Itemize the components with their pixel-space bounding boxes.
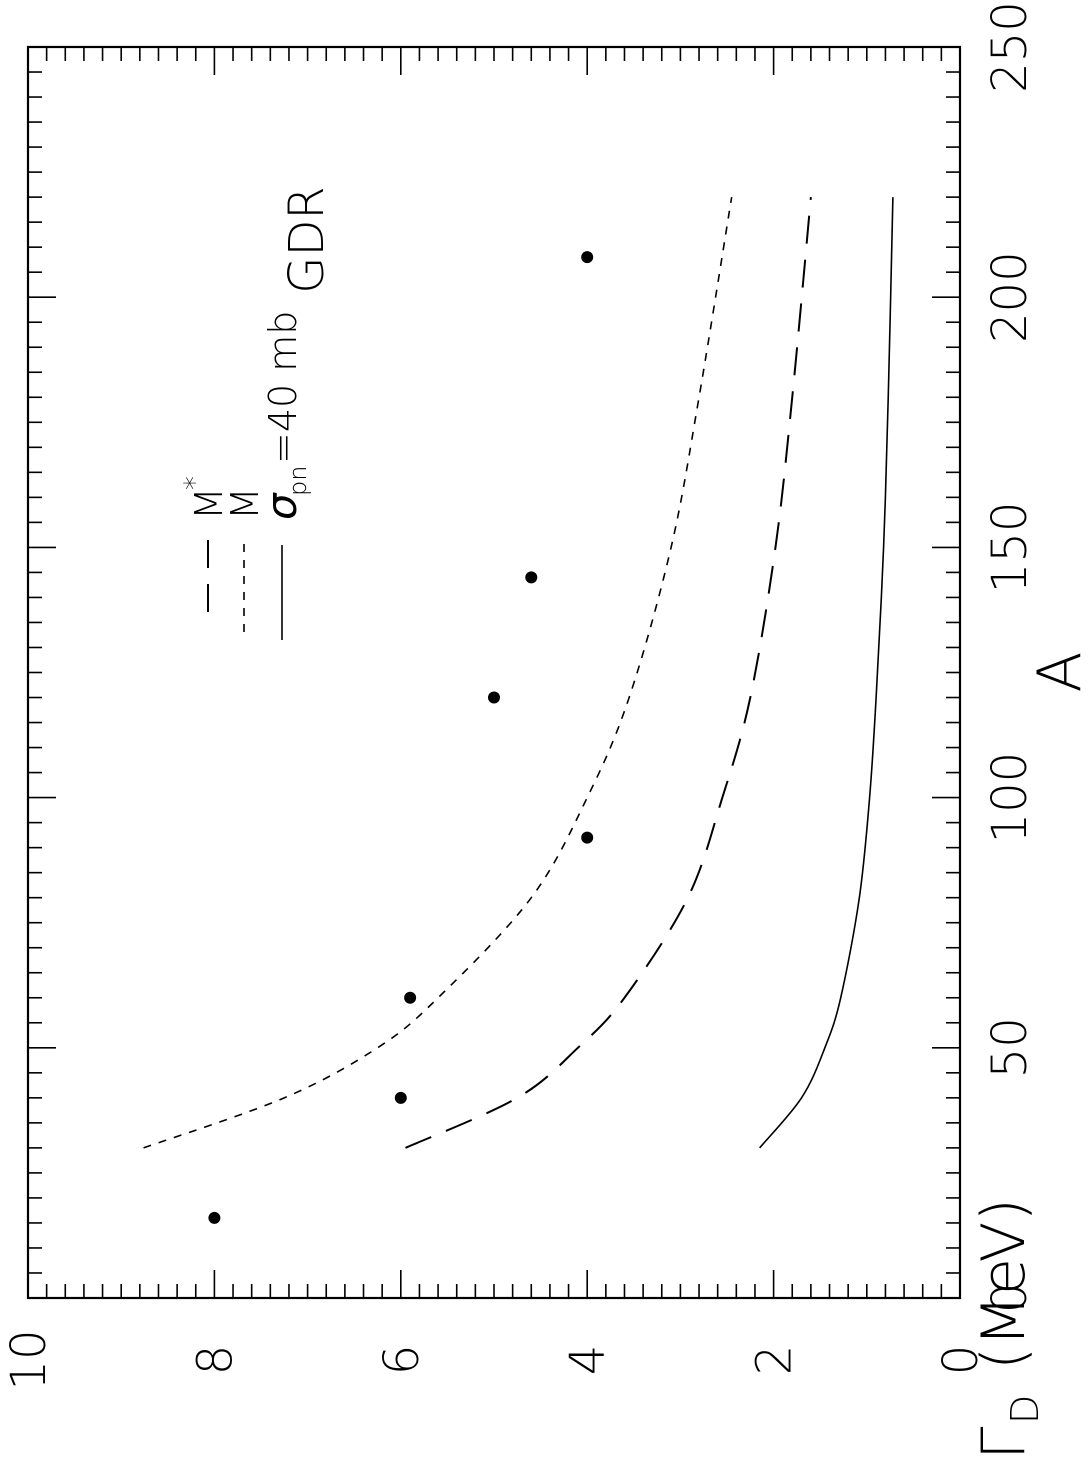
legend-suffix-sigma: =40 mb xyxy=(261,311,305,464)
x-tick-label: 200 xyxy=(982,251,1038,343)
legend-sup-mstar: * xyxy=(178,476,211,490)
y-tick-label: 0 xyxy=(933,1345,989,1376)
y-tick-label: 4 xyxy=(560,1345,616,1376)
y-axis-unit: (MeV) xyxy=(969,1198,1039,1370)
data-point xyxy=(525,571,538,584)
legend-label-sigma: σ xyxy=(257,492,306,520)
x-tick-label: 50 xyxy=(982,1017,1038,1078)
legend-label-mstar: M xyxy=(187,487,231,520)
tick-labels: 0 50 100 150 200 250 0 2 4 6 8 10 xyxy=(1,1,1038,1390)
x-tick-label: 150 xyxy=(982,502,1038,594)
legend-entry-sigma: σ pn =40 mb xyxy=(257,311,312,520)
curve-long-dashed xyxy=(405,197,812,1149)
data-point xyxy=(404,991,417,1004)
data-point xyxy=(581,251,594,264)
model-curves xyxy=(143,196,894,1149)
legend: M * M σ pn =40 mb xyxy=(178,311,312,640)
legend-sub-sigma: pn xyxy=(284,466,312,496)
y-tick-label: 10 xyxy=(1,1329,57,1390)
legend-label-m: M xyxy=(223,487,267,520)
x-tick-label: 100 xyxy=(982,752,1038,844)
data-point xyxy=(488,691,500,704)
gdr-annotation: GDR xyxy=(279,186,335,294)
y-axis-label: Γ D (MeV) xyxy=(969,1198,1047,1460)
y-tick-label: 8 xyxy=(187,1345,243,1376)
x-tick-label: 250 xyxy=(982,1,1038,93)
legend-entry-m: M xyxy=(223,487,267,520)
curve-solid xyxy=(759,197,894,1149)
data-points xyxy=(208,251,594,1224)
axis-ticks xyxy=(27,46,961,1299)
x-axis-label: A xyxy=(1025,651,1088,692)
legend-entry-mstar: M * xyxy=(178,476,231,520)
y-tick-label: 2 xyxy=(747,1345,803,1376)
y-tick-label: 6 xyxy=(374,1345,430,1376)
x-tick-label: 0 xyxy=(982,1283,1038,1314)
curve-short-dashed xyxy=(143,196,733,1149)
y-axis-symbol: Γ xyxy=(969,1426,1039,1460)
data-point xyxy=(581,831,594,844)
y-axis-subscript: D xyxy=(1003,1395,1047,1424)
data-point xyxy=(208,1211,221,1224)
data-point xyxy=(394,1091,407,1104)
